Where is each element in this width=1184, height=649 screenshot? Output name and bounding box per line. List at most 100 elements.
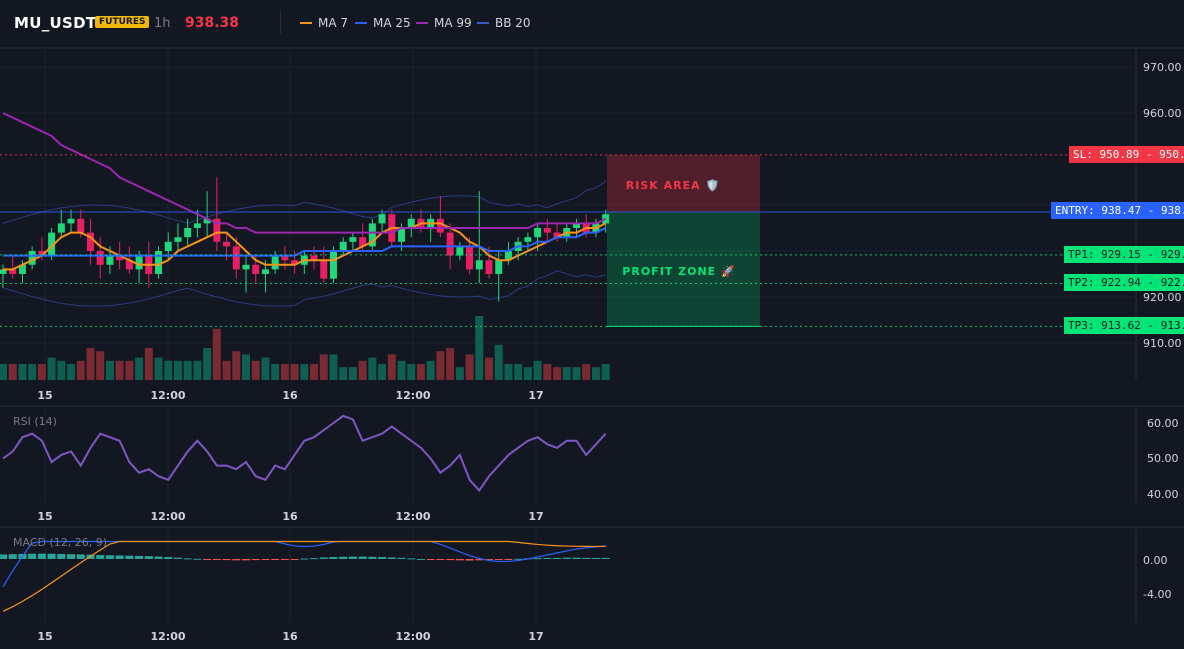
- candle-body: [398, 228, 406, 242]
- macd-histogram-bar: [47, 553, 56, 559]
- price-tick: 920.00: [1143, 291, 1182, 304]
- divider: [280, 12, 281, 34]
- macd-histogram-bar: [387, 557, 396, 559]
- volume-bar: [57, 360, 66, 380]
- candle-body: [485, 260, 493, 274]
- volume-bar: [416, 364, 425, 380]
- macd-line: [2, 540, 606, 588]
- macd-histogram-bar: [125, 555, 134, 559]
- macd-histogram-bar: [436, 559, 445, 560]
- bollinger-bands: [2, 180, 606, 307]
- candle-body: [359, 237, 367, 247]
- volume-bar: [533, 360, 542, 380]
- volume-bar: [86, 348, 95, 380]
- volume-bar: [67, 364, 76, 380]
- time-label: 17: [528, 630, 543, 643]
- volume-bar: [358, 360, 367, 380]
- candle-body: [446, 232, 454, 256]
- candle-body: [252, 264, 260, 274]
- volume-bar: [203, 348, 212, 380]
- time-label: 12:00: [395, 510, 430, 523]
- macd-histogram-bar: [135, 555, 144, 559]
- volume-bar: [319, 354, 328, 380]
- sl-tag: SL: 950.89 - 950.89: [1069, 146, 1184, 163]
- candle-body: [261, 269, 269, 274]
- volume-bar: [446, 348, 455, 380]
- volume-bar: [193, 360, 202, 380]
- macd-histogram-bar: [494, 559, 503, 560]
- price-tick: 960.00: [1143, 107, 1182, 120]
- macd-histogram-bar: [96, 555, 105, 559]
- candle-body: [456, 246, 464, 256]
- volume-bar: [105, 360, 114, 380]
- candle-body: [155, 251, 163, 274]
- candle-body: [223, 241, 231, 247]
- top-bar: MU_USDT FUTURES 1h 938.38 MA 7 MA 25 MA …: [0, 0, 1184, 46]
- time-label: 17: [528, 510, 543, 523]
- rsi-pane: [2, 414, 607, 493]
- futures-badge: FUTURES: [95, 16, 150, 28]
- candle-body: [572, 223, 580, 228]
- legend-ma99[interactable]: MA 99: [416, 16, 472, 30]
- volume-bar: [465, 354, 474, 380]
- macd-histogram-bar: [591, 557, 600, 559]
- candle-body: [164, 241, 172, 251]
- volume-bar: [125, 360, 134, 380]
- ma99-line: [2, 112, 607, 234]
- volume-bar: [601, 364, 610, 380]
- macd-histogram-bar: [426, 559, 435, 560]
- macd-histogram-bar: [154, 556, 163, 559]
- volume-bar: [251, 360, 260, 380]
- candle-body: [174, 237, 182, 242]
- volume-bar: [523, 367, 532, 380]
- symbol-name[interactable]: MU_USDT: [14, 14, 97, 32]
- candle-body: [0, 269, 7, 274]
- volume-bar: [329, 354, 338, 380]
- legend-bb20[interactable]: BB 20: [477, 16, 531, 30]
- legend-ma25[interactable]: MA 25: [355, 16, 411, 30]
- candle-body: [28, 251, 36, 265]
- volume-bar: [96, 351, 105, 380]
- trade-zones: [607, 154, 760, 327]
- candle-body: [339, 241, 347, 251]
- candle-body: [349, 237, 357, 242]
- macd-histogram-bar: [261, 559, 270, 560]
- volume-bar: [543, 364, 552, 380]
- macd-pane: [0, 540, 610, 612]
- legend-ma7[interactable]: MA 7: [300, 16, 348, 30]
- timeframe-selector[interactable]: 1h: [154, 16, 171, 31]
- candle-body: [203, 218, 211, 224]
- time-label: 16: [282, 510, 298, 523]
- time-label: 16: [282, 630, 298, 643]
- candle-body: [184, 228, 192, 238]
- price-tick: 910.00: [1143, 337, 1182, 350]
- tp1-tag: TP1: 929.15 - 929.15: [1064, 246, 1184, 263]
- candle-body: [48, 232, 56, 256]
- macd-histogram-bar: [310, 558, 319, 560]
- time-label: 12:00: [395, 630, 430, 643]
- volume-bar: [339, 367, 348, 380]
- time-label: 15: [37, 389, 52, 402]
- macd-histogram-bar: [67, 554, 76, 559]
- volume-bar: [222, 360, 231, 380]
- macd-histogram-bar: [562, 557, 571, 559]
- candle-body: [281, 255, 289, 261]
- macd-histogram-bar: [251, 559, 260, 561]
- tp2-tag: TP2: 922.94 - 922.94: [1064, 274, 1184, 291]
- time-label: 12:00: [150, 630, 185, 643]
- candle-body: [242, 264, 250, 270]
- macd-histogram-bar: [203, 559, 212, 560]
- ma25-line: [3, 227, 607, 257]
- candle-body: [495, 260, 503, 274]
- macd-histogram-bar: [290, 559, 299, 560]
- macd-histogram-bar: [407, 558, 416, 560]
- time-label: 12:00: [150, 389, 185, 402]
- volume-bar: [37, 364, 46, 380]
- macd-histogram-bar: [446, 559, 455, 561]
- volume-bar: [348, 367, 357, 380]
- volume-bar: [436, 351, 445, 380]
- volume-bar: [135, 357, 144, 380]
- volume-bar: [212, 328, 221, 380]
- macd-histogram-bar: [222, 559, 231, 561]
